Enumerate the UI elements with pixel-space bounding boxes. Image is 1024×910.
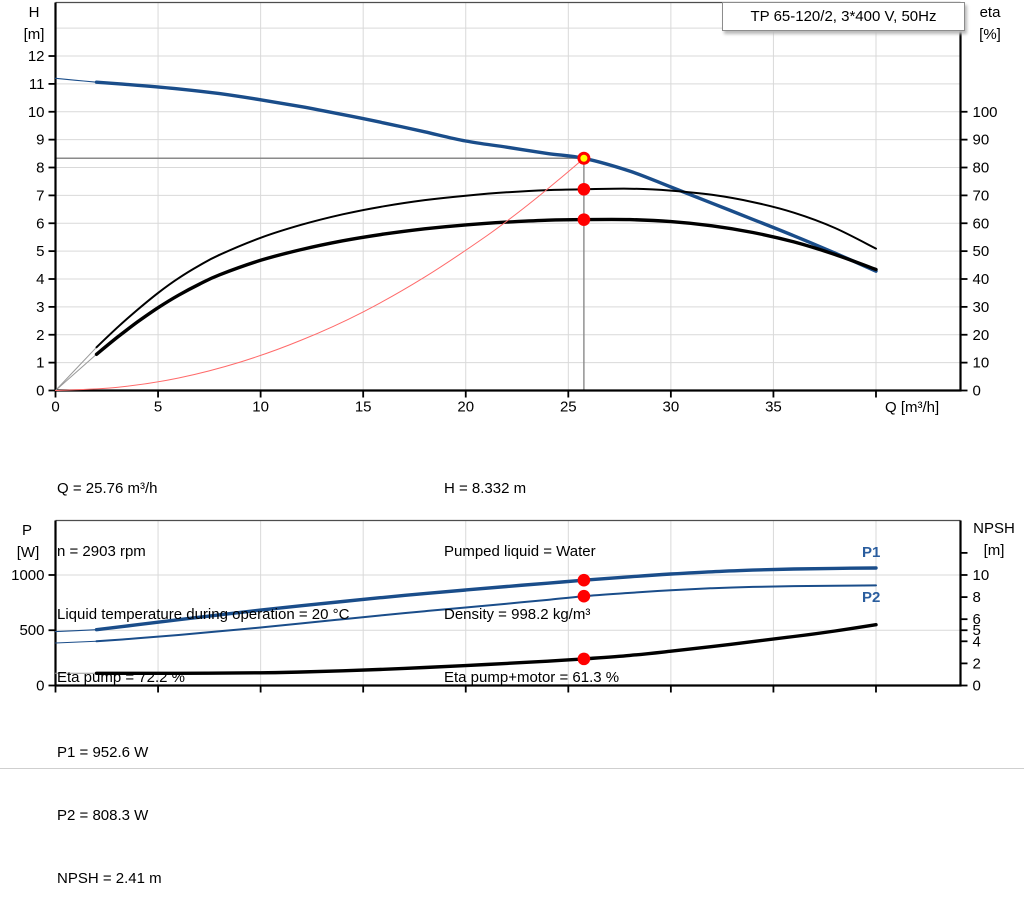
tick-label: 0 — [51, 399, 59, 416]
info-density: Density = 998.2 kg/m³ — [444, 606, 591, 623]
tick-label: 30 — [663, 399, 680, 416]
p2-point — [577, 589, 591, 603]
info-eta-pump: Eta pump = 72.2 % — [57, 669, 185, 686]
eta-pump-motor-lead — [55, 353, 97, 391]
p-axis-title: P — [21, 522, 32, 539]
p2-curve-lead — [55, 640, 97, 644]
info-h: H = 8.332 m — [444, 480, 527, 497]
tick-label: 0 — [36, 678, 44, 695]
tick-label: 6 — [973, 611, 981, 628]
p1-point — [577, 573, 591, 587]
tick-label: 100 — [973, 104, 998, 121]
tick-label: 8 — [36, 160, 44, 177]
tick-label: 60 — [973, 215, 990, 232]
tick-label: 20 — [457, 399, 474, 416]
pump-performance-panel: { "title_box": { "label": "TP 65-120/2, … — [0, 0, 1024, 887]
tick-label: 90 — [973, 132, 990, 149]
h-axis-title: H — [28, 4, 40, 21]
tick-label: 50 — [973, 243, 990, 260]
info-p1: P1 = 952.6 W — [57, 744, 149, 761]
p2-curve-label: P2 — [862, 589, 881, 606]
p-axis-unit: [W] — [16, 544, 40, 561]
duty-info-right: H = 8.332 m Pumped liquid = Water Densit… — [444, 436, 619, 709]
tick-label: 4 — [36, 271, 44, 288]
tick-label: 8 — [973, 589, 981, 606]
q-axis-title: Q [m³/h] — [885, 399, 940, 416]
tick-label: 40 — [973, 271, 990, 288]
eta-pump-point — [577, 182, 591, 196]
tick-label: 20 — [973, 327, 990, 344]
tick-label: 2 — [973, 655, 981, 672]
tick-label: 0 — [973, 383, 981, 400]
eta-pump-motor-curve — [94, 217, 878, 356]
tick-label: 1 — [36, 355, 44, 372]
tick-label: 30 — [973, 299, 990, 316]
npsh-axis-title: NPSH — [973, 520, 1015, 537]
eta-axis-title: eta — [979, 4, 1001, 21]
h-axis-unit: [m] — [23, 26, 45, 43]
npsh-curve — [94, 623, 878, 676]
eta-pump-curve — [95, 187, 877, 349]
info-liquid-temp: Liquid temperature during operation = 20… — [57, 606, 350, 623]
eta-pump-motor-point — [577, 213, 591, 226]
info-n: n = 2903 rpm — [57, 543, 146, 560]
tick-label: 5 — [154, 399, 162, 416]
tick-label: 9 — [36, 132, 44, 149]
tick-label: 10 — [973, 355, 990, 372]
tick-label: 500 — [19, 622, 44, 639]
tick-label: 4 — [973, 633, 981, 650]
eta-axis-unit: [%] — [979, 26, 1001, 43]
npsh-axis-unit: [m] — [983, 542, 1005, 559]
power-info: P1 = 952.6 W P2 = 808.3 W NPSH = 2.41 m — [57, 700, 162, 910]
tick-label: 5 — [36, 243, 44, 260]
bottom-divider — [0, 768, 1024, 769]
p1-curve-label: P1 — [862, 544, 881, 561]
tick-label: 1000 — [11, 567, 44, 584]
tick-label: 2 — [36, 327, 44, 344]
system-curve — [55, 157, 585, 391]
info-pumped-liquid: Pumped liquid = Water — [444, 543, 596, 560]
tick-label: 25 — [560, 399, 577, 416]
tick-label: 5 — [973, 622, 981, 639]
tick-label: 80 — [973, 160, 990, 177]
tick-label: 7 — [36, 187, 44, 204]
info-npsh: NPSH = 2.41 m — [57, 870, 162, 887]
tick-label: 0 — [36, 383, 44, 400]
tick-label: 6 — [36, 215, 44, 232]
tick-label: 15 — [355, 399, 372, 416]
h-curve-lead — [54, 77, 98, 83]
tick-label: 10 — [28, 104, 45, 121]
tick-label: 0 — [973, 678, 981, 695]
tick-label: 11 — [29, 76, 45, 93]
p1-curve — [94, 566, 878, 632]
info-q: Q = 25.76 m³/h — [57, 480, 158, 497]
p1-curve-lead — [54, 629, 98, 633]
tick-label: 10 — [252, 399, 269, 416]
h-curve — [94, 80, 878, 273]
duty-info-left: Q = 25.76 m³/h n = 2903 rpm Liquid tempe… — [57, 436, 349, 709]
info-eta-pump-motor: Eta pump+motor = 61.3 % — [444, 669, 620, 686]
p2-curve — [95, 584, 877, 643]
npsh-point — [577, 652, 591, 666]
tick-label: 3 — [36, 299, 44, 316]
tick-label: 10 — [973, 567, 990, 584]
info-p2: P2 = 808.3 W — [57, 807, 149, 824]
pump-title-box: TP 65-120/2, 3*400 V, 50Hz — [722, 2, 965, 31]
tick-label: 12 — [28, 48, 45, 65]
tick-label: 70 — [973, 187, 990, 204]
tick-label: 35 — [765, 399, 782, 416]
duty-point[interactable] — [577, 151, 591, 165]
